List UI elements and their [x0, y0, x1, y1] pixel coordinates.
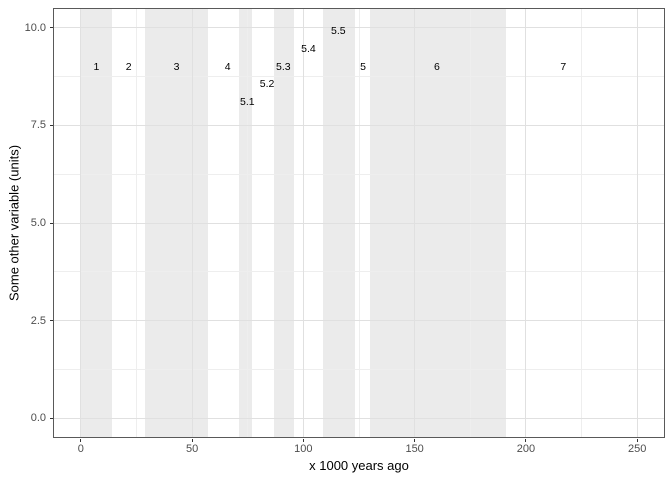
x-tick-label: 250 — [627, 443, 647, 455]
plot-panel: 1 2 3 4 5.1 5.2 5.3 5.4 5.5 5 6 7 — [53, 8, 665, 438]
stage-label-4: 4 — [224, 60, 231, 73]
y-axis-title: Some other variable (units) — [6, 144, 22, 302]
y-tick-mark — [50, 417, 53, 419]
x-tick-label: 0 — [77, 443, 84, 455]
y-tick-mark — [50, 27, 53, 29]
stage-label-5.5: 5.5 — [330, 25, 346, 38]
gridline-horizontal-major — [53, 222, 665, 224]
x-tick-label: 150 — [405, 443, 424, 455]
x-tick-mark — [80, 439, 82, 442]
x-axis-title: x 1000 years ago — [309, 458, 409, 473]
stage-label-5.3: 5.3 — [276, 60, 291, 73]
y-tick-label: 5.0 — [30, 217, 46, 229]
x-tick-mark — [414, 439, 416, 442]
stage-label-5.2: 5.2 — [259, 78, 275, 91]
stage-label-7: 7 — [560, 60, 567, 73]
y-tick-label: 7.5 — [30, 119, 46, 132]
stage-label-5.4: 5.4 — [301, 43, 316, 56]
gridline-horizontal-major — [53, 27, 665, 29]
y-tick-label: 2.5 — [30, 314, 46, 327]
y-tick-label: 10.0 — [24, 21, 46, 34]
stage-label-5: 5 — [360, 60, 366, 73]
x-tick-mark — [525, 439, 527, 442]
y-tick-mark — [50, 320, 53, 322]
stage-label-1: 1 — [93, 60, 100, 73]
x-tick-mark — [636, 439, 638, 442]
x-tick-mark — [191, 439, 193, 442]
y-tick-mark — [50, 222, 53, 224]
gridline-horizontal-minor — [53, 173, 665, 175]
x-tick-mark — [302, 439, 304, 442]
gridline-horizontal-minor — [53, 75, 665, 77]
stage-label-2: 2 — [125, 60, 132, 73]
x-tick-label: 100 — [294, 443, 313, 455]
gridline-horizontal-minor — [53, 369, 665, 371]
gridline-horizontal-major — [53, 417, 665, 419]
gridline-horizontal-major — [53, 320, 665, 322]
gridline-horizontal-minor — [53, 271, 665, 273]
y-tick-label: 0.0 — [30, 412, 46, 425]
y-tick-mark — [50, 124, 53, 126]
stage-label-5.1: 5.1 — [239, 95, 255, 108]
x-tick-label: 50 — [185, 443, 199, 455]
gridline-horizontal-major — [53, 124, 665, 126]
stage-label-6: 6 — [433, 60, 440, 73]
stage-label-3: 3 — [173, 60, 180, 73]
x-tick-label: 200 — [516, 443, 536, 455]
